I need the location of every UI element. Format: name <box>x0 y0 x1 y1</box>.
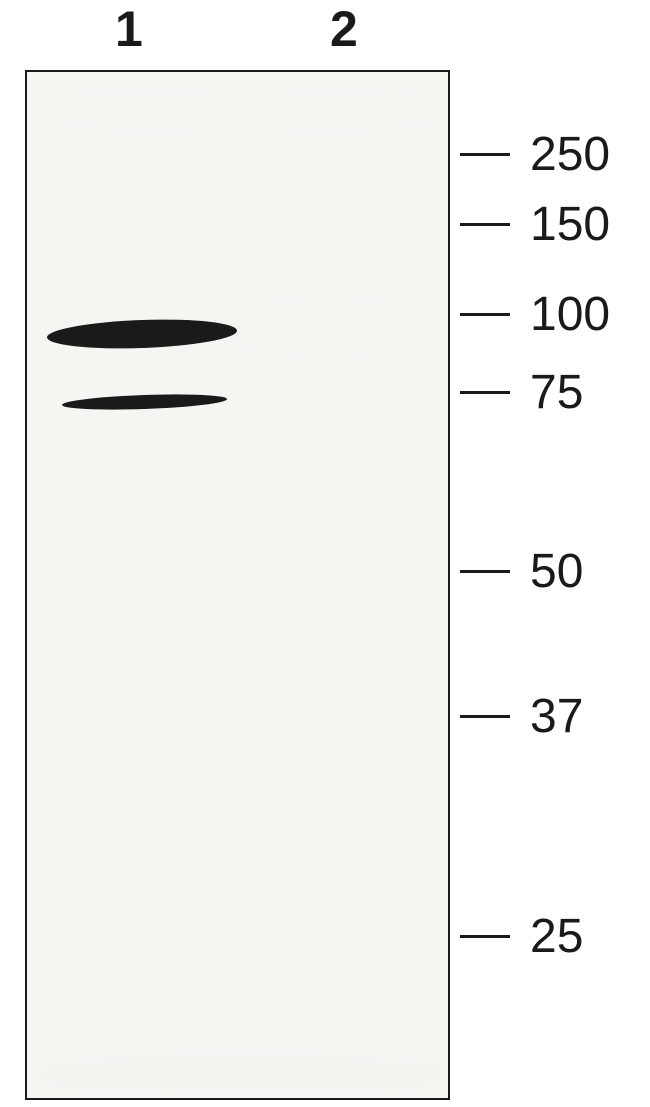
background-smudge <box>42 1057 442 1092</box>
marker-label: 50 <box>530 544 583 599</box>
marker-tick <box>460 153 510 156</box>
marker-label: 150 <box>530 197 610 252</box>
marker-label: 100 <box>530 287 610 342</box>
lane-label-1: 1 <box>115 0 143 58</box>
background-smudge <box>42 90 442 130</box>
protein-band <box>47 317 237 352</box>
marker-tick <box>460 391 510 394</box>
marker-label: 250 <box>530 127 610 182</box>
marker-tick <box>460 223 510 226</box>
marker-tick <box>460 715 510 718</box>
western-blot-figure: 1 2 250 150 100 75 50 37 25 <box>0 0 650 1107</box>
marker-label: 37 <box>530 689 583 744</box>
marker-tick <box>460 313 510 316</box>
marker-label: 25 <box>530 909 583 964</box>
lane-label-2: 2 <box>330 0 358 58</box>
marker-tick <box>460 570 510 573</box>
marker-tick <box>460 935 510 938</box>
blot-membrane <box>25 70 450 1100</box>
marker-label: 75 <box>530 365 583 420</box>
protein-band <box>62 392 227 412</box>
background-smudge <box>212 302 442 352</box>
